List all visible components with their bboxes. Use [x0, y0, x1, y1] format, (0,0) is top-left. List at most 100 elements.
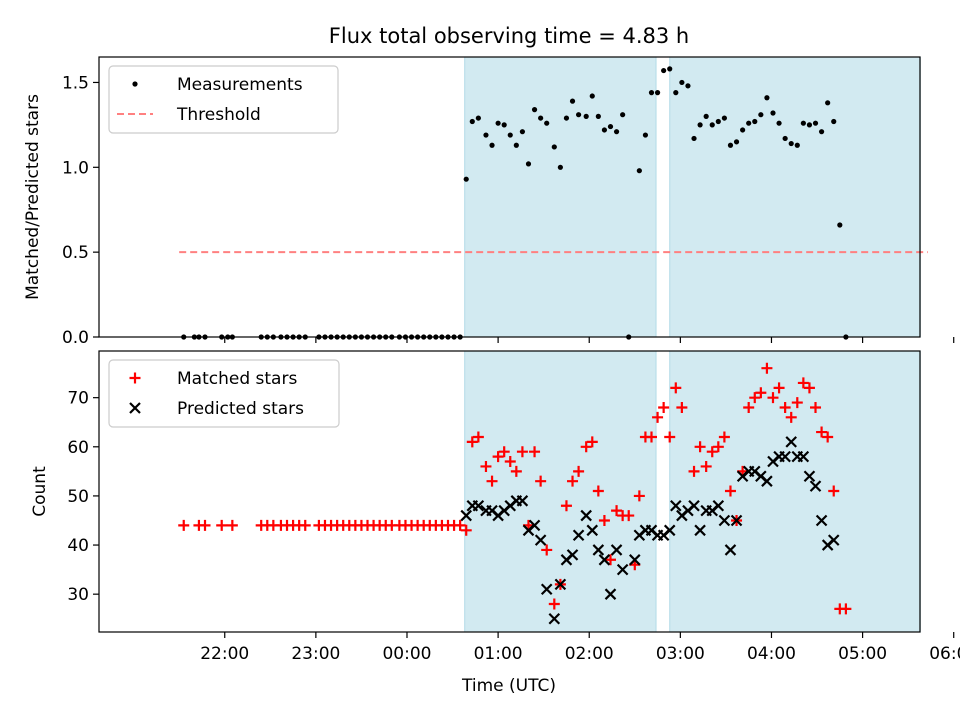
- predicted-stars-point: [815, 514, 828, 527]
- matched-stars-point: [816, 426, 828, 438]
- measurement-point: [697, 122, 703, 128]
- measurement-point: [642, 132, 649, 138]
- predicted-stars-point: [779, 450, 791, 463]
- legend-matched-marker: [129, 372, 141, 384]
- measurement-point: [620, 112, 626, 118]
- measurement-point: [601, 127, 608, 133]
- measurement-point: [463, 176, 469, 182]
- observing-window-1: [464, 350, 657, 633]
- predicted-stars-point: [797, 450, 810, 463]
- measurement-point: [551, 144, 557, 150]
- y-tick-label: 60: [67, 438, 89, 458]
- predicted-stars-point: [610, 544, 623, 556]
- matched-stars-point: [492, 451, 504, 463]
- matched-stars-point: [676, 401, 688, 413]
- matched-stars-point: [779, 401, 791, 413]
- measurement-point: [727, 142, 734, 148]
- predicted-stars-point: [528, 519, 541, 532]
- legend-label: Measurements: [177, 75, 303, 95]
- plot-frame: [98, 350, 921, 633]
- x-tick-label: 22:00: [200, 644, 249, 664]
- matched-stars-point: [480, 460, 492, 472]
- matched-stars-point: [767, 392, 779, 404]
- predicted-stars-point: [616, 563, 629, 576]
- predicted-stars-point: [629, 554, 641, 566]
- matched-stars-point: [810, 401, 822, 413]
- matched-stars-point: [199, 519, 211, 531]
- measurement-point: [818, 129, 825, 135]
- measurement-point: [758, 112, 764, 118]
- legend-box: [108, 359, 340, 428]
- measurement-point: [740, 127, 746, 133]
- measurement-point: [613, 129, 620, 135]
- matched-stars-point: [633, 490, 645, 502]
- x-tick-label: 01:00: [474, 644, 523, 664]
- predicted-stars-point: [670, 499, 682, 512]
- measurement-point: [513, 142, 519, 148]
- matched-stars-point: [688, 465, 700, 477]
- matched-stars-point: [803, 382, 815, 394]
- measurement-point: [673, 90, 679, 96]
- legend-label: Predicted stars: [177, 399, 304, 419]
- measurement-point: [531, 107, 538, 113]
- matched-stars-point: [743, 401, 755, 413]
- x-tick-label: 00:00: [382, 644, 431, 664]
- measurement-point: [569, 98, 576, 104]
- matched-stars-point: [592, 485, 604, 497]
- matched-stars-point: [645, 431, 657, 443]
- measurement-point: [576, 112, 582, 118]
- predicted-stars-point: [540, 583, 553, 596]
- measurement-point: [770, 110, 776, 116]
- y-tick-label: 0.5: [62, 243, 89, 263]
- measurement-point: [752, 118, 758, 125]
- matched-stars-point: [724, 485, 736, 497]
- predicted-stars-point: [688, 499, 700, 512]
- predicted-stars-point: [712, 499, 725, 512]
- predicted-stars-point: [761, 475, 773, 487]
- matched-stars-point: [700, 460, 712, 472]
- y-tick-label: 1.0: [62, 158, 89, 178]
- predicted-stars-point: [472, 499, 485, 512]
- matched-stars-point: [567, 475, 579, 487]
- measurement-point: [733, 139, 740, 145]
- measurement-point: [837, 222, 843, 228]
- matched-stars-point: [472, 431, 484, 443]
- x-tick-label: 02:00: [565, 644, 614, 664]
- observing-window-1: [464, 56, 657, 338]
- predicted-stars-point: [724, 544, 737, 556]
- legend-label: Threshold: [176, 105, 261, 125]
- predicted-stars-point: [554, 578, 567, 591]
- measurement-point: [764, 95, 770, 101]
- matched-stars-point: [670, 382, 682, 394]
- matched-stars-point: [598, 514, 610, 526]
- legend-box: [108, 65, 339, 134]
- matched-stars-point: [652, 411, 664, 423]
- count-panel: 30 40 50 60 70 22:00 23:00 00:00 01:00 02:00 03:00…: [30, 350, 960, 664]
- predicted-stars-point: [827, 534, 840, 546]
- predicted-stars-point: [592, 544, 605, 556]
- measurement-point: [483, 132, 489, 138]
- y-tick-label: 30: [67, 585, 89, 605]
- matched-stars-point: [535, 475, 547, 487]
- predicted-stars-point: [663, 524, 676, 537]
- predicted-stars-point: [548, 612, 561, 625]
- legend-predicted-marker: [129, 402, 141, 414]
- plot-frame: [98, 56, 921, 338]
- measurement-point: [788, 140, 794, 147]
- matched-stars-point: [216, 519, 228, 531]
- matched-stars-point: [178, 519, 190, 531]
- matched-stars-point: [797, 377, 809, 389]
- x-tick-label: 23:00: [291, 644, 340, 664]
- matched-stars-point: [529, 446, 541, 458]
- y-tick-label: 70: [67, 389, 89, 409]
- matched-stars-point: [791, 397, 803, 409]
- measurement-point: [800, 120, 806, 126]
- predicted-stars-point: [566, 549, 579, 561]
- matched-stars-point: [586, 436, 598, 448]
- measurement-point: [563, 115, 570, 121]
- matched-stars-point: [604, 554, 616, 566]
- predicted-stars-point: [534, 534, 547, 546]
- matched-stars-point: [460, 524, 472, 536]
- measurement-point: [746, 120, 752, 126]
